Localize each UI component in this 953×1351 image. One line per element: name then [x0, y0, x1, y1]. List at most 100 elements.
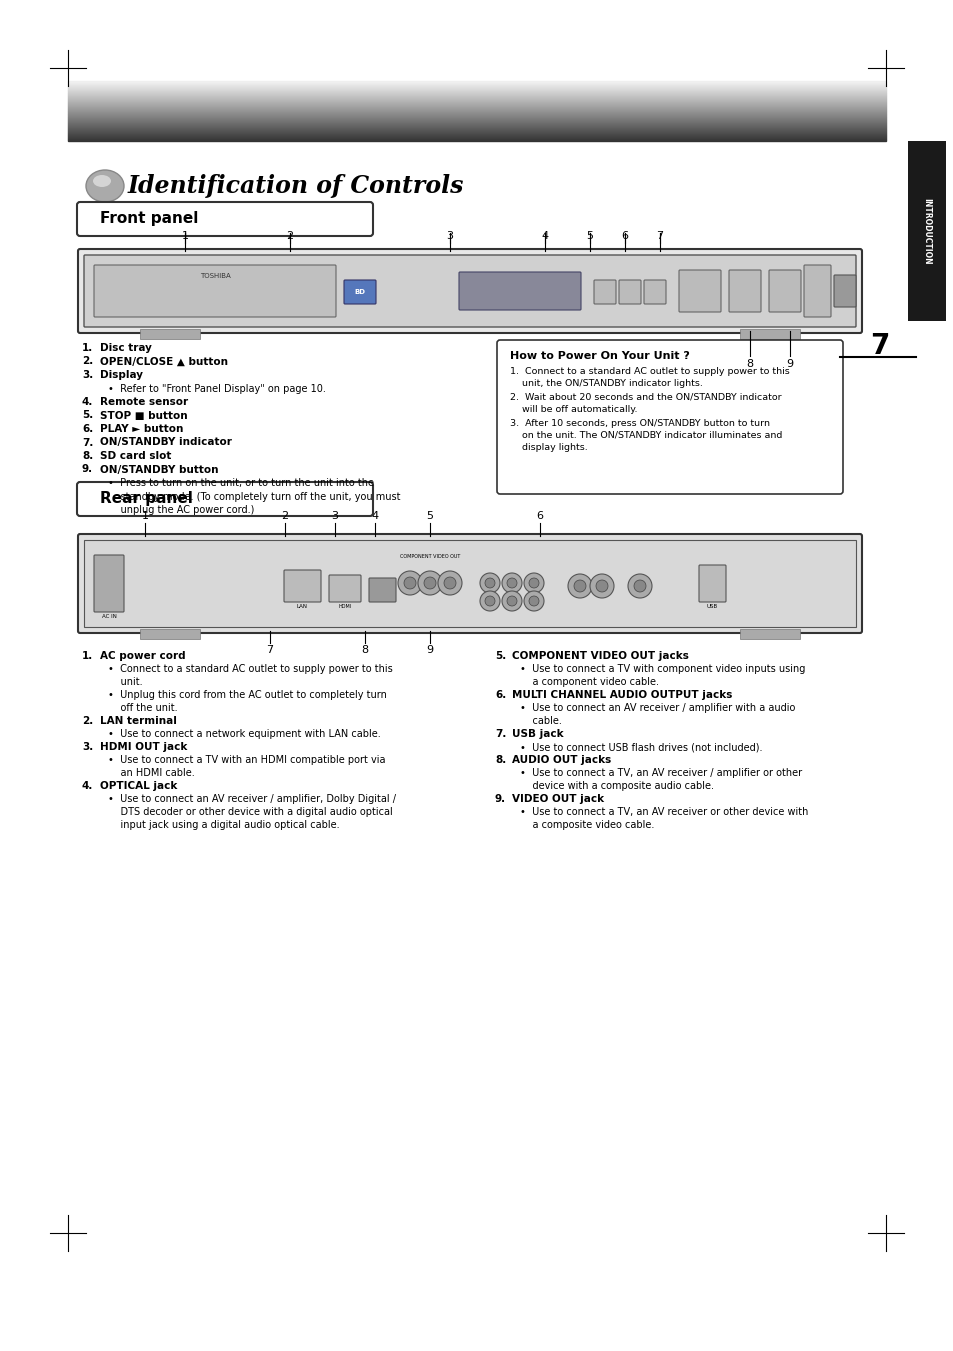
Text: PLAY ► button: PLAY ► button [100, 424, 183, 434]
Circle shape [529, 596, 538, 607]
FancyBboxPatch shape [140, 330, 200, 339]
Text: 8.: 8. [82, 451, 93, 461]
Text: Remote sensor: Remote sensor [100, 397, 188, 407]
Circle shape [627, 574, 651, 598]
Circle shape [634, 580, 645, 592]
Text: Disc tray: Disc tray [100, 343, 152, 353]
Text: 6: 6 [620, 231, 628, 240]
Text: 3.: 3. [82, 742, 93, 753]
Text: BD: BD [355, 289, 365, 295]
Circle shape [403, 577, 416, 589]
Text: SD card slot: SD card slot [100, 451, 172, 461]
FancyBboxPatch shape [458, 272, 580, 309]
Text: 4: 4 [541, 231, 548, 240]
Text: display lights.: display lights. [510, 443, 587, 453]
Text: •  Use to connect USB flash drives (not included).: • Use to connect USB flash drives (not i… [519, 742, 761, 753]
FancyBboxPatch shape [284, 570, 320, 603]
Text: •  Use to connect a TV, an AV receiver or other device with: • Use to connect a TV, an AV receiver or… [519, 807, 807, 817]
Text: LAN: LAN [296, 604, 307, 609]
Text: ON/STANDBY button: ON/STANDBY button [100, 465, 218, 474]
FancyBboxPatch shape [78, 249, 862, 332]
Text: •  Use to connect a TV with component video inputs using: • Use to connect a TV with component vid… [519, 663, 804, 674]
Text: Identification of Controls: Identification of Controls [128, 174, 464, 199]
Text: 5.: 5. [82, 411, 93, 420]
Circle shape [523, 590, 543, 611]
Text: 4.: 4. [82, 397, 93, 407]
Text: on the unit. The ON/STANDBY indicator illuminates and: on the unit. The ON/STANDBY indicator il… [510, 431, 781, 440]
Circle shape [501, 573, 521, 593]
Text: AUDIO OUT jacks: AUDIO OUT jacks [512, 755, 611, 765]
Circle shape [506, 596, 517, 607]
Text: •  Use to connect an AV receiver / amplifier with a audio: • Use to connect an AV receiver / amplif… [519, 703, 795, 713]
FancyBboxPatch shape [907, 141, 945, 322]
Circle shape [574, 580, 585, 592]
Text: INTRODUCTION: INTRODUCTION [922, 197, 930, 265]
Text: 5: 5 [426, 511, 433, 521]
Text: HDMI: HDMI [338, 604, 352, 609]
Text: 2: 2 [286, 231, 294, 240]
Text: •  Refer to "Front Panel Display" on page 10.: • Refer to "Front Panel Display" on page… [108, 384, 326, 393]
FancyBboxPatch shape [77, 203, 373, 236]
Text: 3.: 3. [82, 370, 93, 380]
Text: USB jack: USB jack [512, 730, 563, 739]
Text: •  Press to turn on the unit, or to turn the unit into the: • Press to turn on the unit, or to turn … [108, 478, 374, 488]
FancyBboxPatch shape [768, 270, 801, 312]
Text: unplug the AC power cord.): unplug the AC power cord.) [108, 505, 254, 515]
Circle shape [484, 578, 495, 588]
Text: 8: 8 [361, 644, 368, 655]
FancyBboxPatch shape [679, 270, 720, 312]
FancyBboxPatch shape [77, 482, 373, 516]
Text: AC power cord: AC power cord [100, 651, 186, 661]
FancyBboxPatch shape [344, 280, 375, 304]
Text: OPTICAL jack: OPTICAL jack [100, 781, 177, 790]
Text: 4.: 4. [82, 781, 93, 790]
Circle shape [397, 571, 421, 594]
Text: a component video cable.: a component video cable. [519, 677, 659, 688]
Text: 9: 9 [785, 359, 793, 369]
Text: 8: 8 [745, 359, 753, 369]
Circle shape [567, 574, 592, 598]
Text: COMPONENT VIDEO OUT jacks: COMPONENT VIDEO OUT jacks [512, 651, 688, 661]
Text: COMPONENT VIDEO OUT: COMPONENT VIDEO OUT [399, 554, 459, 559]
Text: 9.: 9. [495, 794, 506, 804]
Text: ON/STANDBY indicator: ON/STANDBY indicator [100, 438, 232, 447]
FancyBboxPatch shape [740, 630, 800, 639]
FancyBboxPatch shape [94, 265, 335, 317]
Text: 3: 3 [446, 231, 453, 240]
Text: standby mode. (To completely turn off the unit, you must: standby mode. (To completely turn off th… [108, 492, 400, 501]
Text: 1.: 1. [82, 343, 93, 353]
FancyBboxPatch shape [369, 578, 395, 603]
Text: LAN terminal: LAN terminal [100, 716, 176, 725]
Circle shape [479, 590, 499, 611]
Text: •  Unplug this cord from the AC outlet to completely turn: • Unplug this cord from the AC outlet to… [108, 690, 387, 700]
FancyBboxPatch shape [618, 280, 640, 304]
Circle shape [437, 571, 461, 594]
Text: 3.  After 10 seconds, press ON/STANDBY button to turn: 3. After 10 seconds, press ON/STANDBY bu… [510, 419, 769, 428]
Text: 7.: 7. [82, 438, 93, 447]
Text: 2.: 2. [82, 357, 93, 366]
Text: 2.  Wait about 20 seconds and the ON/STANDBY indicator: 2. Wait about 20 seconds and the ON/STAN… [510, 393, 781, 403]
Text: 2: 2 [281, 511, 288, 521]
FancyBboxPatch shape [329, 576, 360, 603]
Text: input jack using a digital audio optical cable.: input jack using a digital audio optical… [108, 820, 339, 830]
FancyBboxPatch shape [643, 280, 665, 304]
Text: device with a composite audio cable.: device with a composite audio cable. [519, 781, 713, 790]
FancyBboxPatch shape [699, 565, 725, 603]
Circle shape [417, 571, 441, 594]
Text: unit.: unit. [108, 677, 143, 688]
Circle shape [529, 578, 538, 588]
FancyBboxPatch shape [84, 540, 855, 627]
Text: 7: 7 [656, 231, 663, 240]
Text: 1: 1 [141, 511, 149, 521]
Text: 1.  Connect to a standard AC outlet to supply power to this: 1. Connect to a standard AC outlet to su… [510, 367, 789, 376]
Text: 5: 5 [586, 231, 593, 240]
Text: 7: 7 [266, 644, 274, 655]
Circle shape [443, 577, 456, 589]
Text: 3: 3 [331, 511, 338, 521]
FancyBboxPatch shape [833, 276, 855, 307]
FancyBboxPatch shape [740, 330, 800, 339]
FancyBboxPatch shape [94, 555, 124, 612]
Text: TOSHIBA: TOSHIBA [199, 273, 230, 280]
Text: How to Power On Your Unit ?: How to Power On Your Unit ? [510, 351, 689, 361]
Text: will be off automatically.: will be off automatically. [510, 405, 637, 413]
